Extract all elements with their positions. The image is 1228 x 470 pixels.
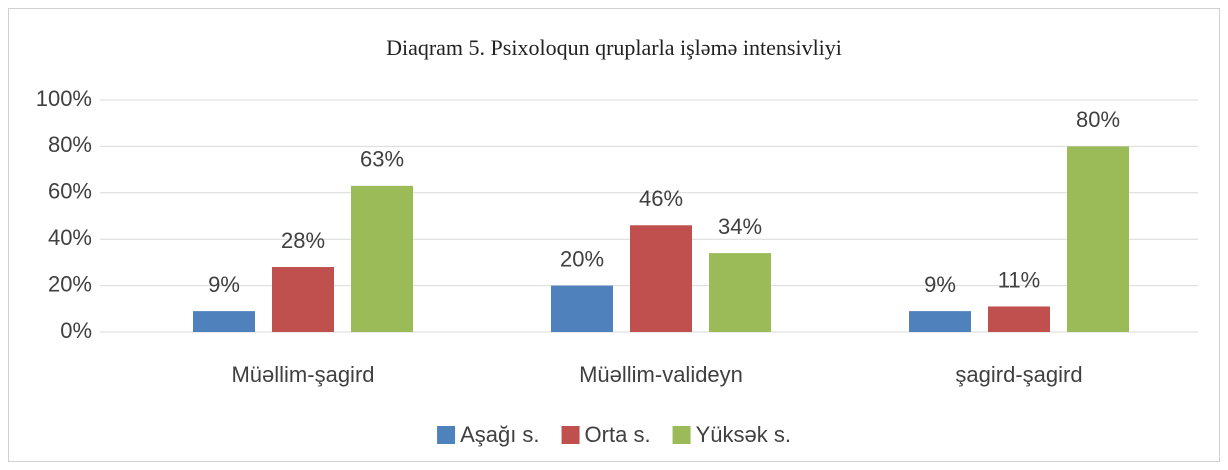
bar — [1067, 146, 1129, 332]
bar — [193, 311, 255, 332]
bar — [272, 267, 334, 332]
data-label: 46% — [639, 186, 683, 211]
y-tick-label: 40% — [48, 225, 92, 250]
legend-label: Yüksək s. — [696, 422, 791, 447]
data-label: 63% — [360, 147, 404, 172]
bar — [551, 285, 613, 332]
data-label: 80% — [1076, 107, 1120, 132]
data-label: 28% — [281, 228, 325, 253]
legend-swatch — [561, 426, 580, 444]
bar — [709, 253, 771, 332]
data-label: 20% — [560, 246, 604, 271]
y-tick-label: 60% — [48, 179, 92, 204]
bar — [909, 311, 971, 332]
legend-swatch — [672, 426, 691, 444]
y-tick-label: 80% — [48, 132, 92, 157]
y-tick-label: 0% — [60, 318, 92, 343]
legend-swatch — [437, 426, 456, 444]
bar — [630, 225, 692, 332]
legend-label: Aşağı s. — [460, 422, 539, 447]
chart-border — [8, 8, 1220, 462]
data-label: 9% — [924, 272, 956, 297]
x-tick-label: Müəllim-valideyn — [579, 362, 743, 387]
y-tick-label: 20% — [48, 271, 92, 296]
legend-label: Orta s. — [585, 422, 651, 447]
data-label: 9% — [208, 272, 240, 297]
x-tick-label: şagird-şagird — [955, 362, 1082, 387]
x-tick-label: Müəllim-şagird — [231, 362, 374, 387]
data-label: 34% — [718, 214, 762, 239]
bar — [351, 185, 413, 332]
data-label: 11% — [998, 267, 1040, 292]
y-tick-label: 100% — [36, 86, 92, 111]
bar — [988, 306, 1050, 332]
chart-title: Diaqram 5. Psixoloqun qruplarla işləmə i… — [386, 35, 842, 60]
